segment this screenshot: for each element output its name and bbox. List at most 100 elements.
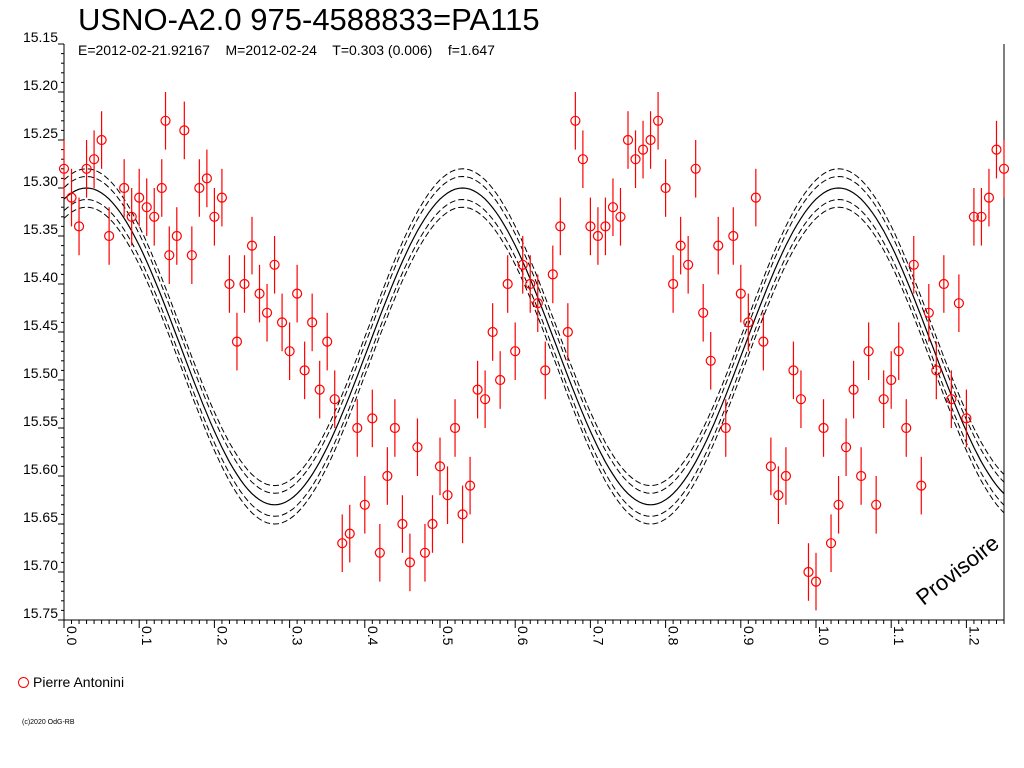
y-tick-label: 15.30 (23, 173, 58, 189)
point-marker (419, 547, 431, 558)
data-point (171, 207, 182, 265)
data-point (645, 111, 656, 169)
point-marker (916, 480, 927, 491)
fit-curve-main (63, 187, 1005, 506)
point-marker (284, 346, 295, 357)
point-marker (675, 240, 686, 251)
data-point (690, 140, 701, 198)
point-marker (743, 317, 754, 328)
data-point (119, 159, 130, 217)
data-point (329, 370, 340, 428)
point-marker (652, 115, 664, 126)
point-marker (66, 192, 77, 203)
data-point (517, 236, 528, 294)
data-point (464, 456, 476, 515)
data-point (998, 140, 1010, 198)
point-marker (773, 490, 784, 501)
point-marker (893, 346, 904, 357)
point-marker (58, 163, 70, 174)
point-marker (961, 413, 972, 424)
data-point (622, 111, 634, 169)
point-marker (570, 115, 581, 126)
point-marker (134, 192, 145, 203)
point-marker (946, 394, 957, 405)
point-marker (630, 154, 641, 165)
x-tick-label: 0.7 (590, 626, 606, 646)
watermark-provisoire: Provisoire (911, 530, 1003, 610)
point-marker (848, 384, 859, 395)
x-tick-label: 0.3 (290, 626, 306, 646)
point-marker (803, 566, 814, 578)
data-point (299, 341, 310, 400)
point-marker (577, 154, 588, 165)
point-marker (359, 499, 370, 510)
data-point (825, 514, 837, 572)
data-point (209, 188, 220, 246)
x-tick-label: 0.6 (515, 626, 531, 646)
point-marker (713, 240, 724, 251)
point-marker (720, 422, 731, 434)
data-point (367, 389, 378, 448)
data-point (382, 447, 393, 505)
data-point (141, 178, 152, 236)
data-point (810, 552, 822, 611)
point-marker (886, 374, 897, 386)
data-point (976, 188, 987, 246)
data-point (134, 168, 145, 227)
data-point (780, 447, 792, 505)
point-marker (480, 394, 491, 405)
data-point (442, 466, 453, 524)
data-point (630, 130, 641, 188)
point-marker (352, 422, 363, 434)
data-point (555, 197, 566, 256)
point-marker (833, 499, 844, 510)
legend: Pierre Antonini (18, 674, 124, 690)
point-marker (788, 365, 799, 376)
y-tick-label: 15.60 (23, 461, 58, 477)
data-point (637, 120, 649, 179)
data-point (983, 168, 995, 227)
x-tick-label: 1.1 (891, 626, 907, 646)
point-marker (96, 134, 107, 146)
data-point (397, 495, 408, 553)
point-marker (209, 211, 220, 222)
point-marker (983, 192, 995, 203)
data-point (750, 168, 761, 227)
point-marker (337, 538, 348, 549)
point-marker (160, 115, 171, 126)
point-marker (825, 538, 837, 549)
data-point (652, 92, 664, 150)
data-point (728, 207, 739, 265)
data-points (58, 92, 1010, 611)
point-marker (585, 221, 596, 232)
data-point (179, 101, 190, 160)
data-point (547, 245, 558, 304)
y-tick-label: 15.55 (23, 413, 58, 429)
point-marker (976, 211, 987, 222)
point-marker (901, 422, 912, 434)
point-marker (81, 163, 92, 174)
data-point (472, 360, 483, 419)
data-point (261, 284, 273, 342)
point-marker (637, 144, 649, 155)
legend-marker-icon (18, 676, 29, 688)
data-point (160, 92, 171, 150)
data-point (848, 360, 859, 419)
point-marker (201, 173, 212, 184)
data-point (585, 197, 596, 256)
point-marker (495, 374, 506, 386)
data-point (322, 312, 333, 371)
y-tick-label: 15.40 (23, 269, 58, 285)
point-marker (216, 192, 228, 203)
fit-curve-band (63, 175, 1005, 494)
data-point (254, 264, 265, 323)
data-point (126, 188, 137, 246)
data-point (532, 274, 543, 332)
data-point (352, 399, 363, 457)
data-point (840, 418, 852, 476)
data-point (713, 216, 724, 275)
x-tick-label: 1.2 (966, 626, 982, 646)
point-marker (592, 230, 604, 242)
data-point (931, 341, 942, 400)
point-marker (231, 336, 243, 347)
